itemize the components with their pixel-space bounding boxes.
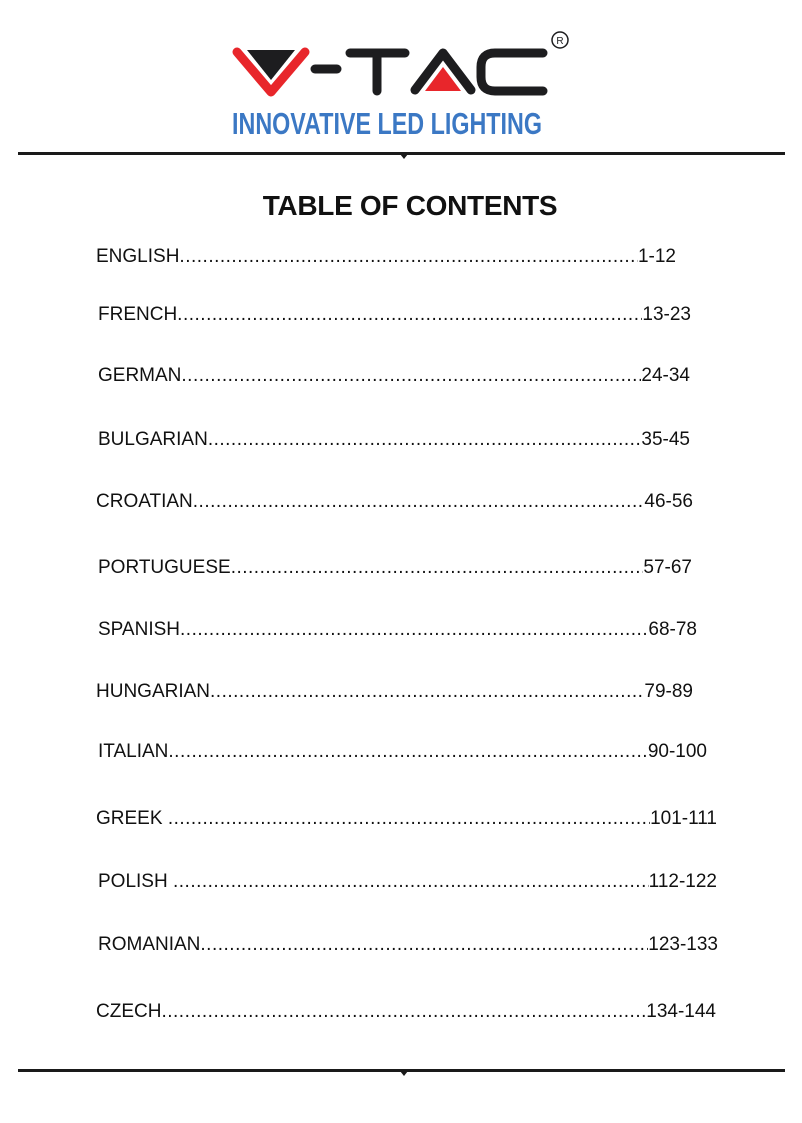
toc-pages: 13-23 [642, 304, 691, 325]
dot-leader [200, 934, 648, 956]
dot-leader [173, 871, 649, 893]
toc-pages: 123-133 [648, 934, 718, 955]
dot-leader [177, 304, 642, 326]
dot-leader [231, 557, 644, 579]
toc-entry[interactable]: POLISH 112-122 [98, 871, 717, 893]
toc-pages: 35-45 [641, 429, 690, 450]
toc-language: BULGARIAN [98, 429, 208, 450]
toc-pages: 101-111 [650, 808, 717, 829]
dot-leader [181, 365, 641, 387]
toc-pages: 1-12 [637, 246, 676, 267]
toc-language: CZECH [96, 1001, 162, 1022]
dot-leader [208, 429, 642, 451]
toc-entry[interactable]: GREEK 101-111 [96, 808, 717, 830]
toc-pages: 68-78 [648, 619, 697, 640]
toc-language: GREEK [96, 808, 168, 829]
page-title: TABLE OF CONTENTS [262, 190, 558, 221]
toc-language: SPANISH [98, 619, 181, 640]
toc-language: POLISH [98, 871, 173, 892]
toc-pages: 79-89 [644, 681, 693, 702]
dot-leader [161, 1001, 646, 1023]
toc-language: ITALIAN [98, 741, 169, 762]
v-tac-logo: R INNOVATIVE LED LIGHTING [225, 22, 575, 147]
dot-leader [168, 741, 647, 763]
toc-pages: 90-100 [647, 741, 707, 762]
toc-language: ROMANIAN [98, 934, 201, 955]
toc-entry[interactable]: PORTUGUESE 57-67 [98, 557, 692, 579]
dot-leader [168, 808, 650, 830]
dot-leader [180, 619, 648, 641]
toc-entry[interactable]: CZECH 134-144 [96, 1001, 716, 1023]
toc-entry[interactable]: ENGLISH 1-12 [96, 246, 676, 268]
toc-pages: 134-144 [646, 1001, 716, 1022]
toc-language: GERMAN [98, 365, 182, 386]
toc-language: ENGLISH [96, 246, 180, 267]
toc-language: HUNGARIAN [96, 681, 211, 702]
toc-entry[interactable]: HUNGARIAN 79-89 [96, 681, 693, 703]
toc-entry[interactable]: FRENCH 13-23 [98, 304, 691, 326]
dot-leader [193, 491, 645, 513]
toc-language: CROATIAN [96, 491, 193, 512]
toc-entry[interactable]: BULGARIAN 35-45 [98, 429, 690, 451]
toc-entry[interactable]: ITALIAN 90-100 [98, 741, 707, 763]
dot-leader [179, 246, 638, 268]
top-divider [18, 152, 785, 159]
toc-pages: 24-34 [641, 365, 690, 386]
toc-entry[interactable]: ROMANIAN 123-133 [98, 934, 718, 956]
toc-pages: 112-122 [648, 871, 717, 892]
toc-language: PORTUGUESE [98, 557, 231, 578]
toc-entry[interactable]: CROATIAN 46-56 [96, 491, 693, 513]
toc-pages: 46-56 [644, 491, 693, 512]
bottom-divider [18, 1069, 785, 1076]
toc-entry[interactable]: SPANISH 68-78 [98, 619, 697, 641]
logo-tagline: INNOVATIVE LED LIGHTING [232, 106, 542, 141]
svg-text:R: R [556, 36, 563, 47]
toc-language: FRENCH [98, 304, 178, 325]
dot-leader [210, 681, 644, 703]
toc-entry[interactable]: GERMAN 24-34 [98, 365, 690, 387]
toc-pages: 57-67 [643, 557, 692, 578]
